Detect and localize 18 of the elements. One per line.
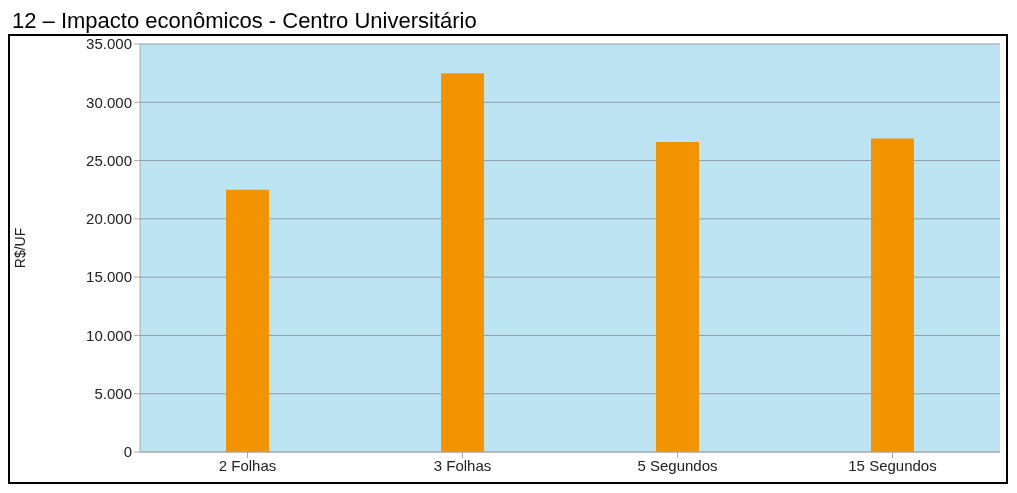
- y-tick-label: 5.000: [94, 385, 132, 403]
- y-tick-label: 30.000: [86, 93, 132, 111]
- y-tick-label: 0: [123, 443, 132, 461]
- bar: [226, 189, 269, 452]
- y-tick-label: 35.000: [86, 35, 132, 53]
- y-axis-title: R$/UF: [11, 227, 28, 269]
- chart-title: 12 – Impacto econômicos - Centro Universitário: [11, 8, 478, 34]
- x-tick-label: 5 Segundos: [637, 456, 718, 474]
- bar: [871, 138, 914, 452]
- x-tick-label: 2 Folhas: [218, 456, 277, 474]
- y-tick-label: 20.000: [86, 210, 132, 228]
- bar: [441, 73, 484, 452]
- x-tick-label: 3 Folhas: [433, 456, 492, 474]
- x-tick-label: 15 Segundos: [848, 456, 937, 474]
- bar: [656, 141, 699, 452]
- y-tick-label: 25.000: [86, 151, 132, 169]
- y-tick-label: 10.000: [86, 326, 132, 344]
- y-tick-label: 15.000: [86, 268, 132, 286]
